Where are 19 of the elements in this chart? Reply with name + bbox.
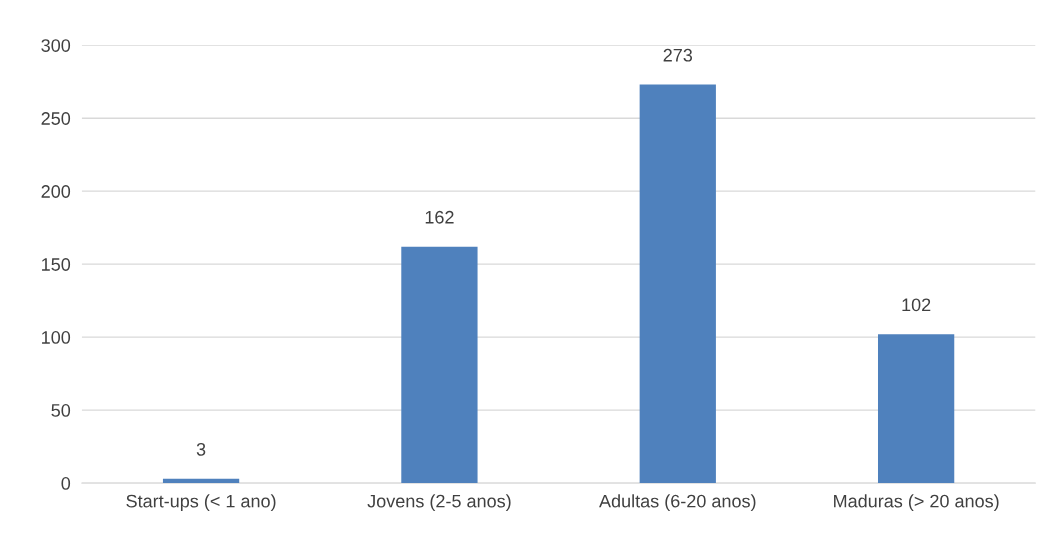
data-label: 273 — [663, 48, 693, 62]
x-tick-label: Start-ups (< 1 ano) — [126, 494, 276, 512]
y-tick-label: 300 — [41, 39, 71, 52]
y-tick-label: 0 — [61, 477, 71, 490]
y-tick-label: 100 — [42, 331, 71, 344]
bar — [162, 478, 240, 484]
y-tick-label: 50 — [51, 404, 71, 417]
data-label: 162 — [425, 210, 454, 224]
bar — [639, 84, 716, 484]
x-tick-label: Jovens (2-5 anos) — [367, 494, 511, 512]
y-tick-label: 150 — [42, 258, 71, 271]
x-tick-label: Adultas (6-20 anos) — [599, 494, 756, 512]
x-tick-label: Maduras (> 20 anos) — [834, 494, 999, 512]
y-tick-label: 250 — [41, 112, 71, 125]
bar — [877, 334, 955, 484]
y-tick-label: 200 — [41, 185, 71, 198]
data-label: 102 — [902, 298, 931, 312]
data-label: 3 — [196, 442, 206, 456]
bar — [401, 246, 478, 484]
